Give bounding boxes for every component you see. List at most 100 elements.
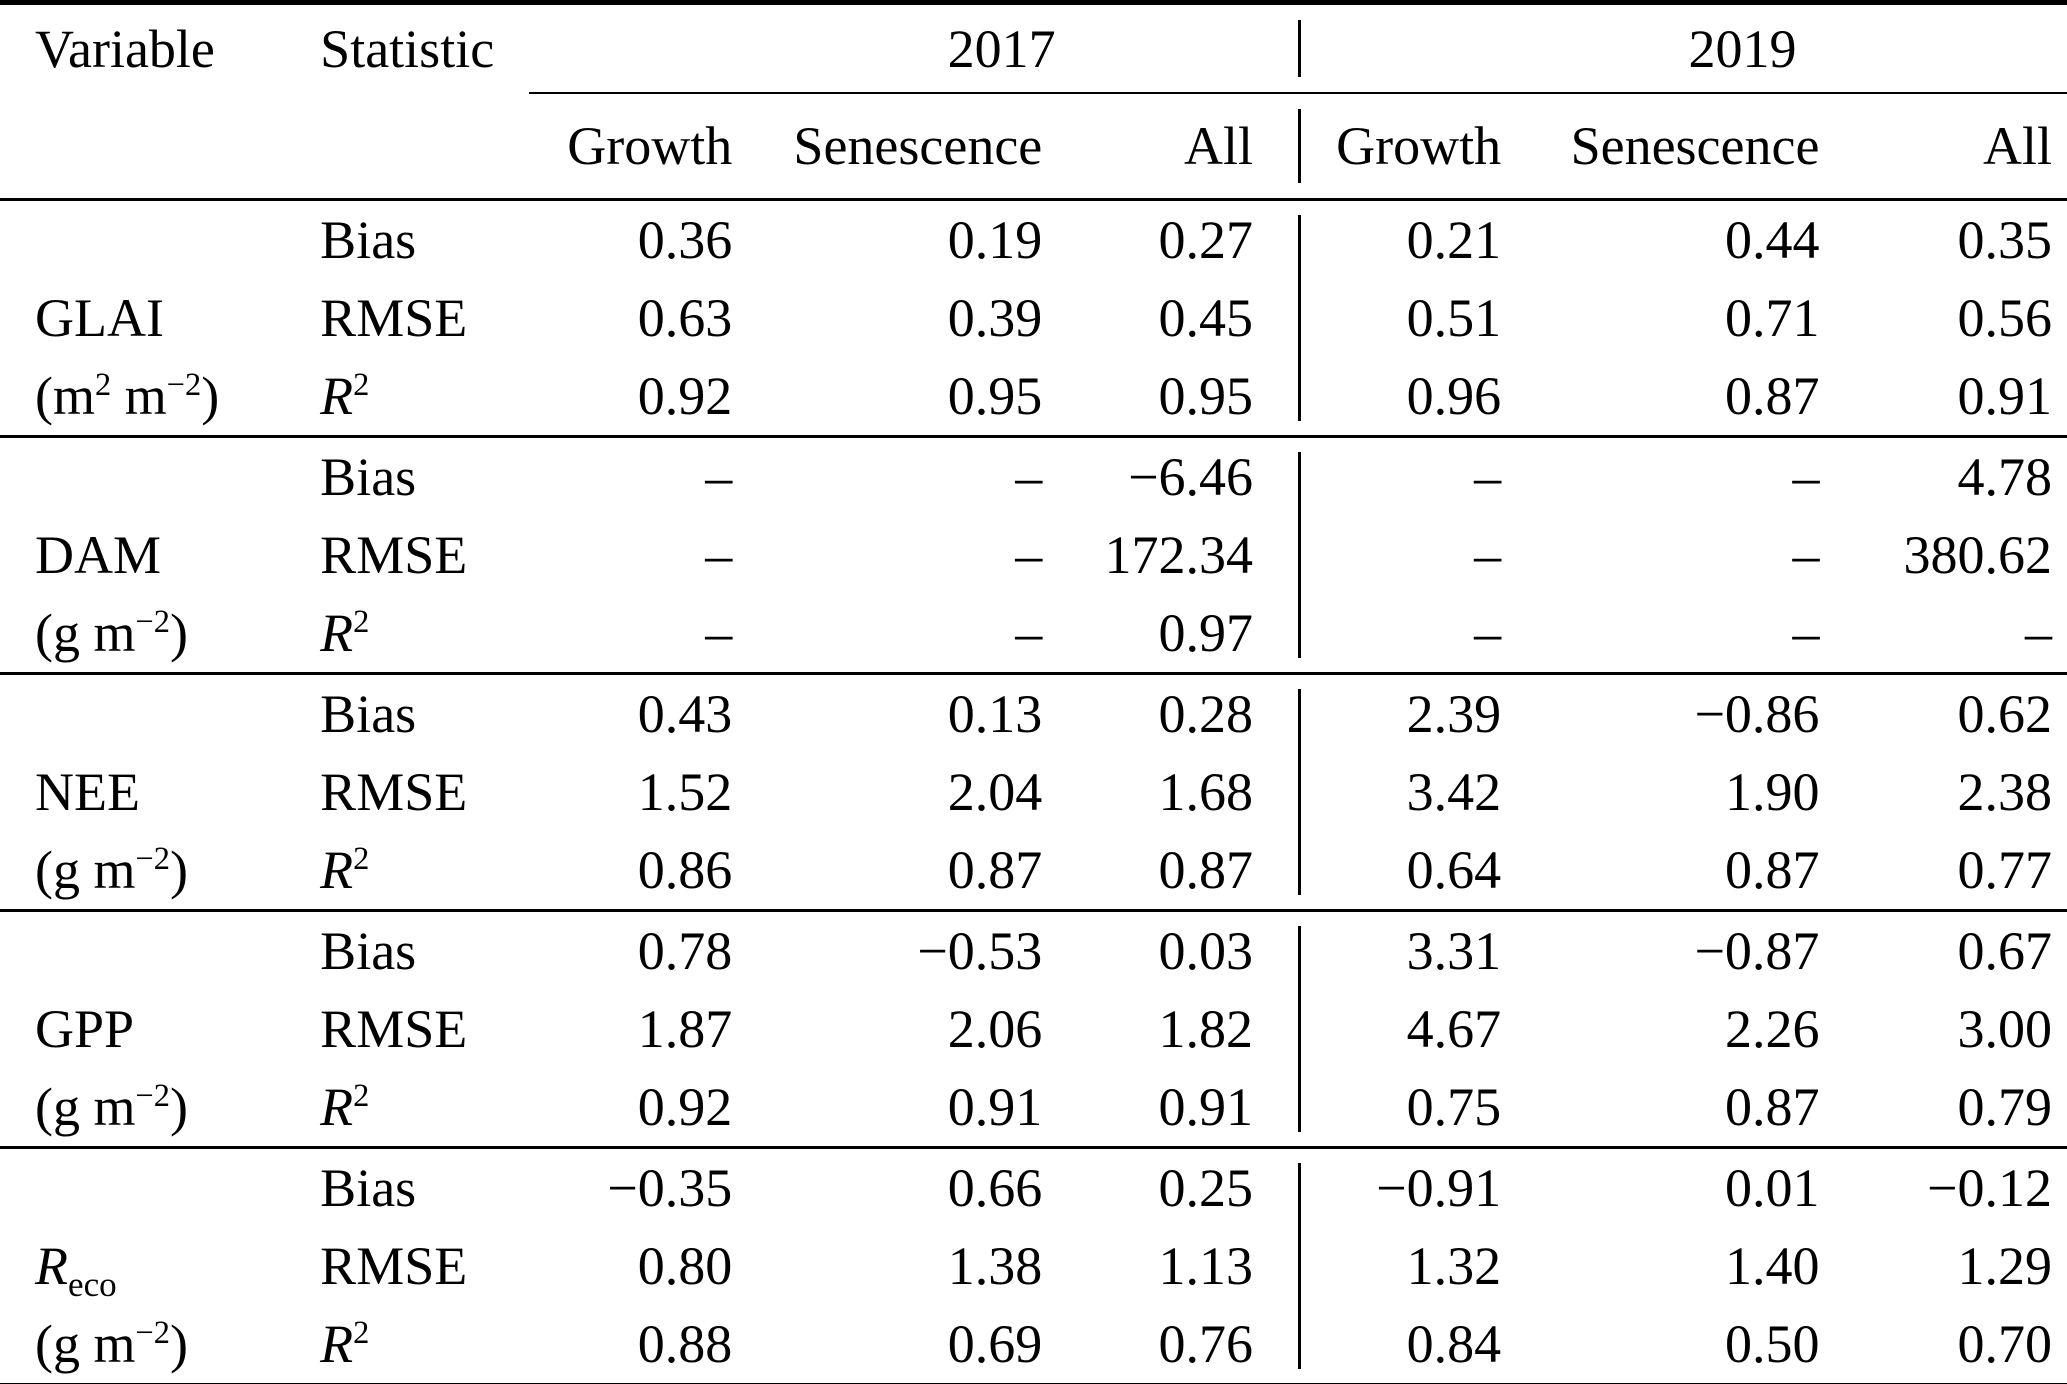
value-cell: 0.75 bbox=[1298, 1068, 1518, 1148]
statistic-label: RMSE bbox=[320, 999, 468, 1059]
value-cell: – bbox=[705, 603, 733, 663]
value-cell: 0.97 bbox=[1158, 603, 1254, 663]
value-cell: 0.03 bbox=[1158, 921, 1254, 981]
table-row: (g m−2) R2 0.92 0.91 0.91 0.75 0.87 0.79 bbox=[0, 1068, 2067, 1148]
statistic-label: RMSE bbox=[320, 1236, 468, 1296]
value-cell: 0.78 bbox=[637, 921, 733, 981]
value-cell: 2.39 bbox=[1298, 673, 1518, 753]
value-cell: 0.77 bbox=[1957, 840, 2053, 900]
value-cell: – bbox=[1792, 525, 1820, 585]
variable-block-nee: Bias 0.43 0.13 0.28 2.39 −0.86 0.62 NEE RMSE 1.52… bbox=[0, 673, 2067, 911]
table-row: Reco RMSE 0.80 1.38 1.13 1.32 1.40 1.29 bbox=[0, 1227, 2067, 1305]
value-cell: 0.95 bbox=[1158, 366, 1254, 426]
value-cell: 2.26 bbox=[1724, 999, 1820, 1059]
value-cell: 0.87 bbox=[947, 840, 1043, 900]
table-row: Bias – – −6.46– –4.78 bbox=[0, 436, 2067, 517]
value-cell: 2.04 bbox=[947, 762, 1043, 822]
value-cell: 0.28 bbox=[1158, 684, 1254, 744]
statistic-label: Bias bbox=[320, 684, 417, 744]
table-row: Bias 0.78 −0.53 0.03 3.31 −0.87 0.67 bbox=[0, 910, 2067, 990]
value-cell: 0.27 bbox=[1158, 210, 1254, 270]
variable-unit: (g m−2) bbox=[35, 1077, 188, 1137]
value-cell: 0.19 bbox=[947, 210, 1043, 270]
value-cell: 2.06 bbox=[947, 999, 1043, 1059]
table-row: (g m−2) R2 0.86 0.87 0.87 0.64 0.87 0.77 bbox=[0, 831, 2067, 911]
value-cell: 0.91 bbox=[1957, 366, 2053, 426]
value-cell: 0.21 bbox=[1298, 199, 1518, 279]
statistic-label: R2 bbox=[320, 603, 370, 663]
value-cell: 0.87 bbox=[1724, 840, 1820, 900]
value-cell: 0.70 bbox=[1957, 1314, 2053, 1374]
value-cell: 0.67 bbox=[1957, 921, 2053, 981]
table-row: (m2 m−2) R2 0.92 0.95 0.95 0.96 0.87 0.91 bbox=[0, 357, 2067, 437]
value-cell: 1.38 bbox=[947, 1236, 1043, 1296]
statistic-label: R2 bbox=[320, 1077, 370, 1137]
value-cell: 3.00 bbox=[1957, 999, 2053, 1059]
value-cell: 0.92 bbox=[637, 366, 733, 426]
value-cell: 0.86 bbox=[637, 840, 733, 900]
value-cell: 1.87 bbox=[637, 999, 733, 1059]
value-cell: – bbox=[1792, 603, 1820, 663]
variable-column-header: Variable bbox=[35, 19, 215, 79]
value-cell: 172.34 bbox=[1104, 525, 1254, 585]
value-cell: 0.66 bbox=[947, 1158, 1043, 1218]
value-cell: 4.78 bbox=[1957, 447, 2053, 507]
value-cell: 0.91 bbox=[1158, 1077, 1254, 1137]
season-header-row: Growth Senescence All Growth Senescence … bbox=[0, 93, 2067, 201]
value-cell: – bbox=[1298, 436, 1518, 516]
year-2019-header: 2019 bbox=[1298, 2, 2067, 94]
value-cell: 1.52 bbox=[637, 762, 733, 822]
value-cell: – bbox=[2025, 603, 2052, 663]
value-cell: 3.31 bbox=[1298, 910, 1518, 990]
growth-2019-header: Growth bbox=[1298, 93, 1518, 201]
value-cell: 0.87 bbox=[1724, 366, 1820, 426]
statistic-label: Bias bbox=[320, 1158, 417, 1218]
empty-header-cell bbox=[0, 93, 315, 201]
value-cell: −0.87 bbox=[1694, 921, 1820, 981]
value-cell: 0.43 bbox=[637, 684, 733, 744]
value-cell: 0.88 bbox=[637, 1314, 733, 1374]
value-cell: – bbox=[1015, 447, 1043, 507]
senescence-2019-header: Senescence bbox=[1517, 93, 1836, 201]
variable-block-glai: Bias 0.36 0.19 0.27 0.21 0.44 0.35 GLAI RMSE 0.63… bbox=[0, 199, 2067, 437]
table-row: NEE RMSE 1.52 2.04 1.68 3.42 1.90 2.38 bbox=[0, 753, 2067, 831]
value-cell: 0.63 bbox=[637, 288, 733, 348]
variable-name: DAM bbox=[35, 525, 162, 585]
year-header-row: Variable Statistic 2017 2019 bbox=[0, 2, 2067, 94]
all-2017-header: All bbox=[1058, 93, 1299, 201]
table-row: Bias −0.35 0.66 0.25 −0.91 0.01 −0.12 bbox=[0, 1147, 2067, 1228]
table-row: GPP RMSE 1.87 2.06 1.82 4.67 2.26 3.00 bbox=[0, 990, 2067, 1068]
variable-unit: (m2 m−2) bbox=[35, 366, 220, 426]
value-cell: 1.13 bbox=[1158, 1236, 1254, 1296]
variable-spacer bbox=[0, 1148, 314, 1228]
value-cell: 0.50 bbox=[1724, 1314, 1820, 1374]
variable-spacer bbox=[0, 437, 314, 517]
value-cell: 1.40 bbox=[1724, 1236, 1820, 1296]
statistic-label: RMSE bbox=[320, 288, 468, 348]
variable-unit: (g m−2) bbox=[35, 1314, 188, 1374]
value-cell: −0.53 bbox=[917, 921, 1043, 981]
growth-2017-header: Growth bbox=[529, 93, 749, 201]
value-cell: 2.38 bbox=[1957, 762, 2053, 822]
value-cell: 0.62 bbox=[1957, 684, 2053, 744]
variable-block-reco: Bias −0.35 0.66 0.25 −0.91 0.01 −0.12 Reco RMSE 0… bbox=[0, 1147, 2067, 1384]
value-cell: 0.95 bbox=[947, 366, 1043, 426]
value-cell: 0.64 bbox=[1298, 831, 1518, 911]
variable-name: NEE bbox=[35, 762, 140, 822]
value-cell: −0.86 bbox=[1694, 684, 1820, 744]
value-cell: −0.12 bbox=[1927, 1158, 2052, 1218]
value-cell: 0.25 bbox=[1158, 1158, 1254, 1218]
table-row: (g m−2) R2 0.88 0.69 0.76 0.84 0.50 0.70 bbox=[0, 1305, 2067, 1384]
statistic-label: R2 bbox=[320, 1314, 370, 1374]
value-cell: 380.62 bbox=[1903, 525, 2053, 585]
value-cell: 0.45 bbox=[1158, 288, 1254, 348]
value-cell: 0.69 bbox=[947, 1314, 1043, 1374]
variable-name: GPP bbox=[35, 999, 135, 1059]
value-cell: – bbox=[1792, 447, 1820, 507]
statistic-column-header: Statistic bbox=[320, 19, 495, 79]
value-cell: 0.92 bbox=[637, 1077, 733, 1137]
statistic-label: Bias bbox=[320, 210, 417, 270]
table-row: Bias 0.36 0.19 0.27 0.21 0.44 0.35 bbox=[0, 199, 2067, 279]
value-cell: 0.13 bbox=[947, 684, 1043, 744]
